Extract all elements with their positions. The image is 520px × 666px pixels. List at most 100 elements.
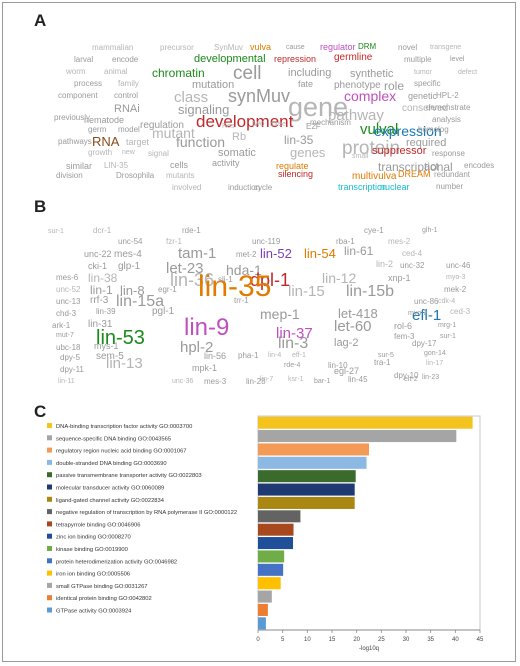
bar <box>258 577 281 590</box>
bar <box>258 456 367 469</box>
cloud-b-word: unc-52 <box>56 285 81 294</box>
legend-swatch <box>47 570 52 576</box>
cloud-b-word: fzr-1 <box>166 237 182 246</box>
legend-label: molecular transducer activity GO:0060089 <box>56 486 164 492</box>
cloud-a-word: LIN-35 <box>104 161 129 170</box>
cloud-a-word: required <box>406 137 447 149</box>
cloud-b-word: trr-1 <box>234 296 249 305</box>
cloud-b-word: lin-28 <box>246 377 266 386</box>
cloud-b-word: ced-4 <box>402 249 423 258</box>
cloud-b-word: hpl-2 <box>180 339 214 356</box>
cloud-a-word: redundant <box>434 170 471 179</box>
cloud-a-word: protein <box>342 138 401 159</box>
bar <box>258 590 272 603</box>
cloud-a-word: expression <box>374 123 442 139</box>
cloud-a-word: function <box>176 134 226 150</box>
bar <box>258 510 301 523</box>
cloud-b-word: dcr-1 <box>93 226 112 235</box>
cloud-b-word: rba-1 <box>336 237 355 246</box>
x-tick-label: 45 <box>477 637 484 643</box>
cloud-a-word: analysis <box>432 115 461 124</box>
cloud-b-word: rde-4 <box>284 362 301 369</box>
cloud-a-word: multivulva <box>352 171 397 182</box>
cloud-a-word: role <box>384 79 405 93</box>
cloud-b-word: lin-11 <box>58 378 75 385</box>
bar <box>258 443 369 456</box>
cloud-b-word: lin-53 <box>96 327 145 349</box>
legend-swatch <box>47 546 52 551</box>
cloud-a-word: pathway <box>328 107 384 124</box>
cloud-b-word: dpy-10 <box>394 371 419 380</box>
cloud-a-word: fate <box>298 79 314 89</box>
cloud-b-word: unc-32 <box>400 261 425 270</box>
cloud-b-word: ksr-1 <box>288 376 304 383</box>
cloud-a-word: developmental <box>194 53 266 65</box>
cloud-b-word: lin-39 <box>96 307 116 316</box>
legend-swatch <box>47 496 52 502</box>
cloud-b-word: mpk-1 <box>192 363 218 373</box>
cloud-a-word: model <box>118 125 140 134</box>
cloud-a-word: novel <box>398 43 418 52</box>
cloud-b-word: unc-119 <box>252 237 281 246</box>
x-tick-label: 5 <box>281 637 285 643</box>
cloud-a-word: cells <box>170 160 189 170</box>
cloud-b-word: tam-1 <box>178 245 217 262</box>
cloud-b-word: lin-15 <box>288 283 325 300</box>
cloud-b-word: pgl-1 <box>152 306 175 317</box>
cloud-b-word: unc-36 <box>172 378 194 385</box>
cloud-a-word: response <box>432 149 465 158</box>
cloud-a-word: transcription <box>338 182 388 192</box>
cloud-b-word: ced-3 <box>450 307 471 316</box>
cloud-b-word: cki-1 <box>88 261 108 271</box>
cloud-a-word: component <box>58 91 98 100</box>
cloud-b-word: lin-52 <box>260 246 292 261</box>
cloud-a-word: previously <box>54 113 91 122</box>
panel-label-c: C <box>34 402 47 421</box>
cloud-a-word: E2F <box>306 122 321 131</box>
cloud-b-word: cdk-4 <box>438 298 456 305</box>
cloud-b-word: mes-6 <box>56 273 79 282</box>
cloud-b-word: lin-15a <box>116 293 165 310</box>
cloud-a-word: genetic <box>408 91 438 101</box>
cloud-a-word: genes <box>290 145 326 160</box>
cloud-b-word: tra-1 <box>374 358 391 367</box>
cloud-b-word: xnp-1 <box>388 273 411 283</box>
cloud-b-word: sli-1 <box>218 275 233 284</box>
cloud-a-word: synMuv <box>228 86 291 106</box>
cloud-b-word: efl-1 <box>412 307 442 324</box>
cloud-a-word: growth <box>88 148 113 157</box>
cloud-b-word: mes-2 <box>388 237 411 246</box>
cloud-a-word: number <box>436 182 464 191</box>
cloud-a-word: level <box>450 56 465 63</box>
legend-label: passive transmembrane transporter activi… <box>56 473 202 479</box>
legend-label: sequence-specific DNA binding GO:0043565 <box>56 436 171 442</box>
cloud-a-word: animal <box>104 67 128 76</box>
cloud-a-word: worm <box>66 67 86 76</box>
bar <box>258 550 285 563</box>
cloud-b-word: mut-7 <box>56 332 74 339</box>
cloud-a-word: precursor <box>160 43 194 52</box>
bar <box>258 537 294 550</box>
cloud-a-word: vulva <box>250 42 272 52</box>
cloud-a-word: pathways <box>58 137 92 146</box>
cloud-a-word: development <box>196 112 294 131</box>
cloud-b-word: lin-3 <box>278 335 309 352</box>
cloud-a-word: repression <box>274 54 317 64</box>
x-tick-label: 15 <box>329 637 336 643</box>
cloud-b-word: rrf-3 <box>90 295 109 306</box>
cloud-a-word: specific <box>414 79 441 88</box>
legend-swatch <box>47 509 52 515</box>
cloud-a-word: multiple <box>404 55 432 64</box>
bar <box>258 523 294 536</box>
cloud-b-word: mrg-1 <box>438 322 457 329</box>
legend-label: iron ion binding GO:0005506 <box>56 572 130 578</box>
cloud-b-word: lin-38 <box>88 271 118 285</box>
cloud-b-word: unc-46 <box>446 261 471 270</box>
cloud-b-word: rol-6 <box>394 321 413 331</box>
cloud-b-word: unc-54 <box>118 237 143 246</box>
cloud-a-word: HPL-2 <box>436 91 459 100</box>
cloud-a-word: gene <box>288 92 349 122</box>
legend-label: zinc ion binding GO:0008270 <box>56 535 131 541</box>
cloud-a-word: Drosophila <box>116 171 155 180</box>
